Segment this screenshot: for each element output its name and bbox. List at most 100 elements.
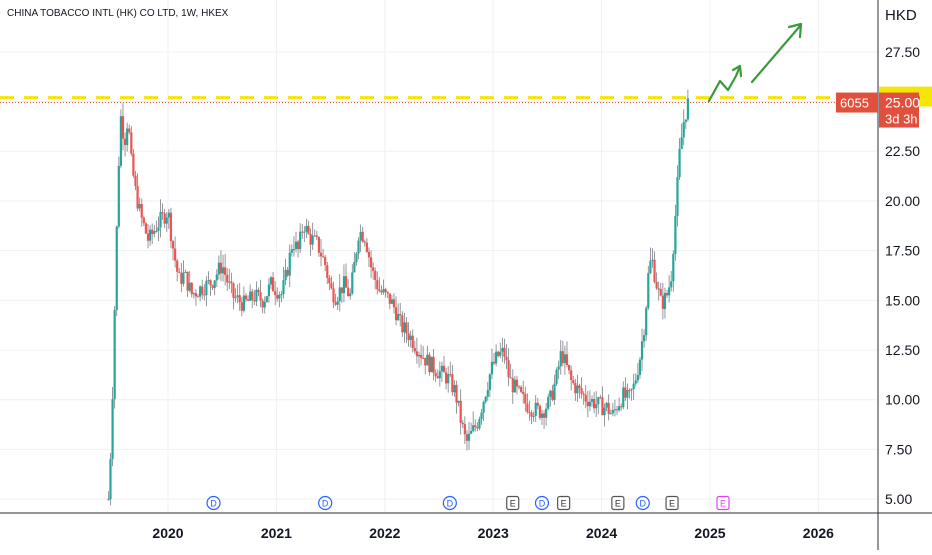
candle-body [590, 399, 594, 402]
candle-body [472, 425, 475, 431]
candle-body [397, 314, 400, 321]
candle-body [121, 116, 125, 139]
candle-body [399, 314, 402, 316]
candle-body [545, 408, 548, 418]
candle-body [340, 287, 343, 294]
candle-body [230, 281, 233, 284]
candle-body [130, 132, 133, 154]
candle-body [299, 231, 302, 250]
candle-body [294, 241, 298, 250]
candle-body [367, 251, 371, 258]
candle-body [628, 390, 631, 392]
candle-body [428, 354, 431, 373]
candle-body [417, 354, 421, 357]
earnings-marker[interactable]: E [611, 495, 625, 511]
candle-body [578, 385, 581, 389]
candle-body [199, 286, 202, 297]
candle-body [390, 299, 393, 304]
candle-body [565, 354, 569, 366]
candle-body [315, 235, 318, 238]
candle-body [601, 397, 604, 416]
marker-shape [506, 495, 520, 511]
candle-body [244, 295, 248, 300]
y-tick-label: 15.00 [885, 292, 920, 308]
candle-body [186, 271, 189, 291]
candle-body [282, 280, 285, 295]
candle-body [618, 406, 621, 411]
candle-body [461, 422, 464, 425]
candle-body [490, 361, 494, 375]
candle-body [665, 292, 669, 296]
candle-body [663, 292, 667, 309]
candle-body [680, 137, 683, 149]
candle-body [111, 399, 114, 460]
candle-body [322, 256, 325, 258]
candle-body [207, 280, 210, 282]
candle-body [467, 433, 471, 441]
candle-body [492, 361, 496, 364]
candle-body [169, 212, 173, 242]
candle-body [119, 116, 123, 166]
candle-body [488, 374, 491, 391]
candle-body [324, 257, 327, 266]
candle-body [574, 383, 577, 394]
x-tick-label: 2023 [478, 525, 509, 541]
candle-body [586, 401, 589, 407]
x-tick-label: 2021 [261, 525, 292, 541]
candle-body [159, 212, 162, 228]
candle-body [261, 300, 264, 308]
y-tick-label: 27.50 [885, 44, 920, 60]
earnings-marker[interactable]: E [665, 495, 679, 511]
candle-body [640, 341, 644, 360]
candle-body [188, 282, 191, 291]
time-axis[interactable]: 2020 2021 2022 2023 2024 2025 2026 [0, 512, 932, 541]
candle-body [240, 302, 243, 311]
candle-body [194, 293, 198, 297]
candle-body [107, 499, 110, 501]
candle-body [369, 257, 373, 268]
candle-body [153, 231, 156, 235]
candle-body [659, 289, 662, 296]
earnings-marker[interactable]: E [716, 495, 730, 511]
candle-body [357, 240, 360, 254]
candle-body [192, 293, 195, 295]
candle-body [517, 386, 521, 388]
candle-body [547, 396, 550, 409]
dividend-marker[interactable]: D [442, 495, 457, 511]
candle-body [651, 259, 654, 261]
marker-label: E [669, 499, 675, 509]
candle-body [413, 347, 416, 352]
earnings-marker[interactable]: E [557, 495, 571, 511]
candle-body [684, 119, 687, 123]
dividend-marker[interactable]: D [635, 495, 650, 511]
dividend-marker[interactable]: D [318, 495, 333, 511]
candle-body [515, 379, 519, 387]
candle-body [436, 376, 439, 379]
dividend-marker[interactable]: D [206, 495, 221, 511]
earnings-marker[interactable]: E [506, 495, 520, 511]
candle-body [253, 300, 256, 302]
x-tick-label: 2025 [694, 525, 725, 541]
candle-body [219, 262, 223, 274]
candle-body [148, 229, 152, 241]
candle-body [242, 295, 245, 311]
candle-body [538, 405, 541, 418]
candle-body [411, 335, 414, 348]
dividend-marker[interactable]: D [534, 495, 550, 511]
price-axis[interactable]: HKD 27.50 25.00 22.50 20.00 17.50 15.00 12.50 10… [836, 0, 932, 550]
y-tick-label: 17.50 [885, 243, 920, 259]
candle-body [534, 402, 537, 416]
candle-body [338, 287, 341, 302]
candle-body [636, 375, 639, 381]
candle-body [424, 357, 427, 366]
candle-body [378, 289, 381, 292]
candle-body [155, 231, 158, 233]
candle-body [301, 231, 304, 233]
candle-body [263, 301, 266, 308]
candle-body [657, 288, 660, 290]
candle-body [415, 351, 419, 357]
drawing-annotation[interactable] [707, 22, 803, 103]
